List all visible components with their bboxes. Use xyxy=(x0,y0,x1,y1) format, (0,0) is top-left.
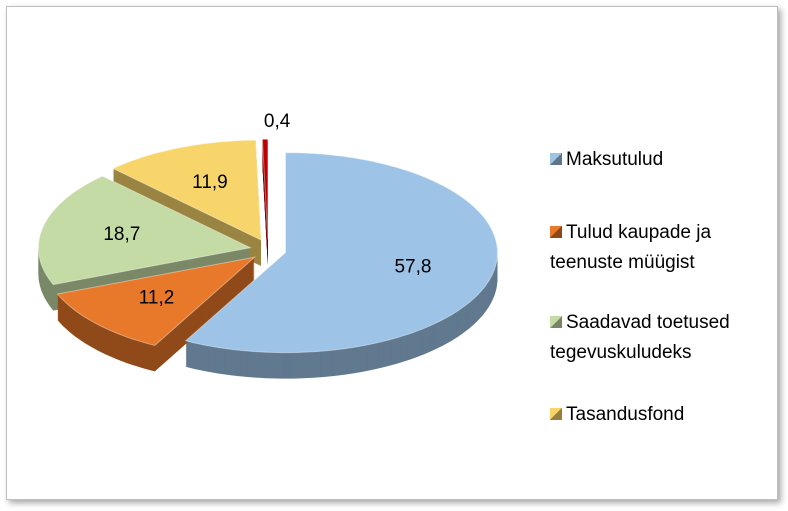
data-label: 57,8 xyxy=(394,257,431,278)
data-label: 11,9 xyxy=(192,172,228,193)
slice xyxy=(56,256,257,346)
legend-entry: Maksutulud xyxy=(550,145,735,175)
data-label: 11,2 xyxy=(139,288,175,309)
slice xyxy=(184,152,499,354)
legend-entry: Tasandusfond xyxy=(550,400,735,430)
slice xyxy=(37,175,252,286)
legend-label: Maksutulud xyxy=(566,149,664,170)
slice xyxy=(261,138,269,240)
legend-entry: Saadavad toetused tegevuskuludeks xyxy=(550,308,735,368)
legend-label: Saadavad toetused tegevuskuludeks xyxy=(550,312,730,363)
legend-label: Tulud kaupade ja teenuste müügist xyxy=(550,222,712,273)
legend-entry: Tulud kaupade ja teenuste müügist xyxy=(550,218,735,278)
legend-swatch xyxy=(550,316,562,328)
slice xyxy=(111,139,262,241)
legend-swatch xyxy=(550,408,562,420)
legend-label: Tasandusfond xyxy=(566,404,685,425)
legend-swatch xyxy=(550,153,562,165)
data-label: 18,7 xyxy=(103,224,140,245)
legend-swatch xyxy=(550,226,562,238)
data-label: 0,4 xyxy=(264,111,291,132)
